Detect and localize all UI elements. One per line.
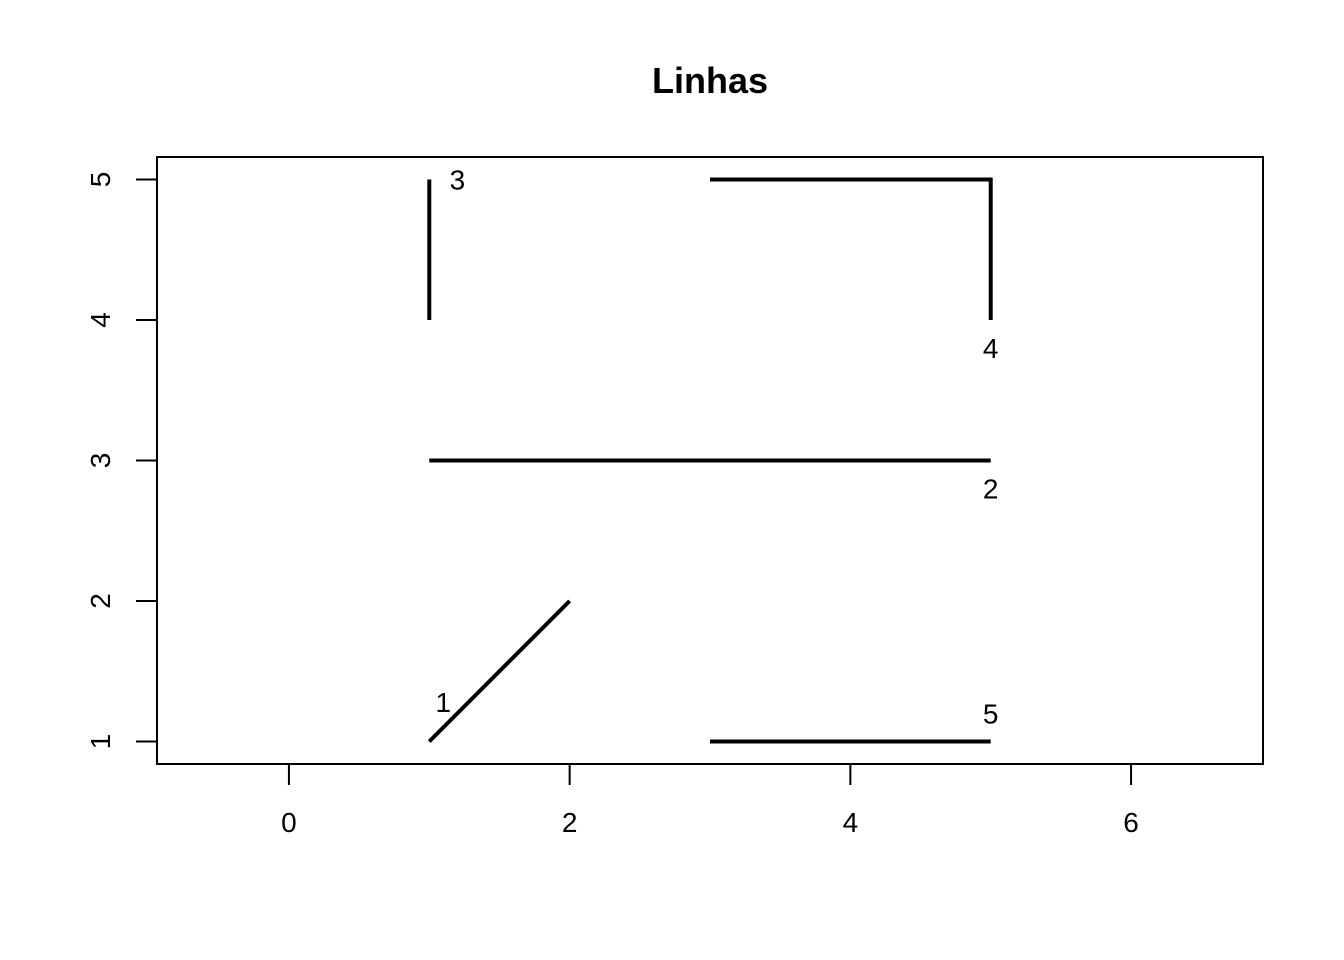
segment-label-1: 1	[436, 687, 452, 718]
y-axis: 1 2 3 4 5	[85, 172, 158, 750]
segment-1	[427, 599, 572, 743]
segment-label-4: 4	[983, 333, 999, 364]
x-tick-label: 0	[281, 807, 297, 838]
chart-title: Linhas	[652, 60, 768, 101]
segment-label-5: 5	[983, 698, 999, 729]
x-tick-label: 4	[843, 807, 859, 838]
y-tick-label: 3	[85, 453, 116, 469]
x-tick-label: 6	[1123, 807, 1139, 838]
segment-label-2: 2	[983, 474, 999, 505]
y-tick-label: 1	[85, 734, 116, 750]
segment-4	[710, 177, 993, 320]
line-segments	[427, 177, 993, 744]
y-tick-label: 2	[85, 593, 116, 609]
segment-labels: 1 2 3 4 5	[436, 164, 999, 729]
segment-label-3: 3	[450, 164, 466, 195]
y-tick-label: 5	[85, 172, 116, 188]
x-axis: 0 2 4 6	[281, 763, 1139, 838]
x-tick-label: 2	[562, 807, 578, 838]
y-tick-label: 4	[85, 312, 116, 328]
